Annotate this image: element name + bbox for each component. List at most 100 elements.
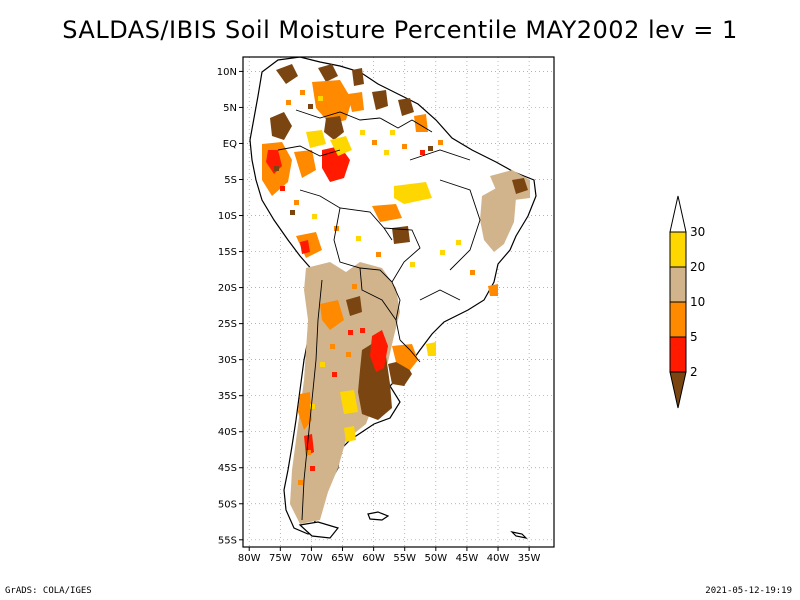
south-island xyxy=(510,531,528,539)
x-tick-label: 65W xyxy=(331,553,354,564)
soil-moisture-patch xyxy=(348,92,364,112)
soil-moisture-patch xyxy=(344,426,356,442)
soil-moisture-patch xyxy=(306,130,326,148)
soil-moisture-patch xyxy=(370,330,388,372)
timestamp: 2021-05-12-19:19 xyxy=(705,586,792,596)
x-tick-label: 35W xyxy=(518,553,541,564)
x-tick-label: 50W xyxy=(425,553,448,564)
soil-moisture-cell xyxy=(402,144,407,149)
soil-moisture-cell xyxy=(376,252,381,257)
soil-moisture-cell xyxy=(440,250,445,255)
y-tick-label: 55S xyxy=(218,535,237,546)
colorbar-label: 10 xyxy=(690,295,705,309)
grads-credit: GrADS: COLA/IGES xyxy=(5,586,92,596)
soil-moisture-cell xyxy=(360,328,365,333)
soil-moisture-cell xyxy=(384,150,389,155)
x-tick-label: 70W xyxy=(300,553,323,564)
soil-moisture-cell xyxy=(356,236,361,241)
soil-moisture-cell xyxy=(348,330,353,335)
colorbar-label: 2 xyxy=(690,365,698,379)
falkland-islands xyxy=(367,511,390,521)
soil-moisture-cell xyxy=(390,130,395,135)
soil-moisture-cell xyxy=(298,480,303,485)
soil-moisture-cell xyxy=(318,96,323,101)
soil-moisture-patch xyxy=(426,342,436,356)
soil-moisture-patch xyxy=(324,116,344,140)
colorbar-segment xyxy=(669,336,687,373)
map-title: SALDAS/IBIS Soil Moisture Percentile MAY… xyxy=(62,16,738,44)
colorbar-label: 5 xyxy=(690,330,698,344)
x-tick-label: 40W xyxy=(487,553,510,564)
soil-moisture-cell xyxy=(274,166,279,171)
soil-moisture-cell xyxy=(286,100,291,105)
soil-moisture-cell xyxy=(310,466,315,471)
soil-moisture-patch xyxy=(298,392,312,430)
soil-moisture-patch xyxy=(512,178,528,194)
soil-moisture-patch xyxy=(394,182,432,204)
soil-moisture-cell xyxy=(280,186,285,191)
soil-moisture-cell xyxy=(300,90,305,95)
y-tick-label: 45S xyxy=(218,463,237,474)
national-boundaries xyxy=(277,109,481,521)
soil-moisture-patch xyxy=(270,112,292,140)
soil-moisture-cell xyxy=(312,214,317,219)
soil-moisture-cell xyxy=(470,270,475,275)
y-tick-label: 20S xyxy=(218,283,237,294)
soil-moisture-patch xyxy=(296,232,322,258)
colorbar-segment xyxy=(669,266,687,303)
soil-moisture-patch xyxy=(488,284,498,296)
y-tick-label: 35S xyxy=(218,391,237,402)
soil-moisture-patch xyxy=(392,344,418,370)
soil-moisture-patch xyxy=(318,64,338,82)
colorbar-top-triangle xyxy=(669,195,687,233)
map-frame xyxy=(242,56,555,548)
soil-moisture-patch xyxy=(322,146,350,182)
colorbar-segment xyxy=(669,231,687,268)
soil-moisture-cell xyxy=(438,140,443,145)
soil-moisture-cell xyxy=(308,104,313,109)
soil-moisture-patch xyxy=(372,204,402,222)
soil-moisture-cell xyxy=(420,150,425,155)
soil-moisture-cell xyxy=(352,284,357,289)
x-tick-label: 75W xyxy=(269,553,292,564)
colorbar-label: 30 xyxy=(690,225,705,239)
soil-moisture-cell xyxy=(346,352,351,357)
tierra-del-fuego xyxy=(298,521,340,539)
soil-moisture-cell xyxy=(332,372,337,377)
y-tick-label: 50S xyxy=(218,499,237,510)
x-tick-label: 45W xyxy=(456,553,479,564)
soil-moisture-cell xyxy=(306,450,311,455)
soil-moisture-patch xyxy=(372,90,388,110)
soil-moisture-patch xyxy=(352,68,364,86)
y-tick-label: 5S xyxy=(224,175,237,186)
soil-moisture-cell xyxy=(310,404,315,409)
soil-moisture-patch xyxy=(346,296,362,316)
soil-moisture-patch xyxy=(480,186,516,252)
soil-moisture-cell xyxy=(290,210,295,215)
y-tick-label: EQ xyxy=(223,139,237,150)
colorbar-bottom-triangle xyxy=(669,371,687,409)
soil-moisture-cell xyxy=(372,140,377,145)
latitude-ticks: 10N 5N EQ 5S 10S 15S 20S 25S 30S 35S 40S 45S 50S 55S xyxy=(217,67,243,546)
colorbar-label: 20 xyxy=(690,260,705,274)
soil-moisture-patch xyxy=(276,64,298,84)
x-tick-label: 60W xyxy=(362,553,385,564)
y-tick-label: 25S xyxy=(218,319,237,330)
soil-moisture-cell xyxy=(428,146,433,151)
soil-moisture-patch xyxy=(340,390,358,414)
y-tick-label: 40S xyxy=(218,427,237,438)
soil-moisture-patch xyxy=(294,150,316,178)
soil-moisture-patch xyxy=(398,98,414,116)
soil-moisture-patch xyxy=(392,226,410,244)
soil-moisture-cell xyxy=(294,200,299,205)
soil-moisture-cell xyxy=(456,240,461,245)
y-tick-label: 10S xyxy=(218,211,237,222)
soil-moisture-patch xyxy=(414,114,428,132)
x-tick-label: 80W xyxy=(238,553,261,564)
colorbar-legend: 30 20 10 5 2 xyxy=(669,195,705,409)
continent-layer xyxy=(249,57,537,539)
soil-moisture-cell xyxy=(360,130,365,135)
soil-moisture-cell xyxy=(320,362,325,367)
y-tick-label: 10N xyxy=(217,67,237,78)
